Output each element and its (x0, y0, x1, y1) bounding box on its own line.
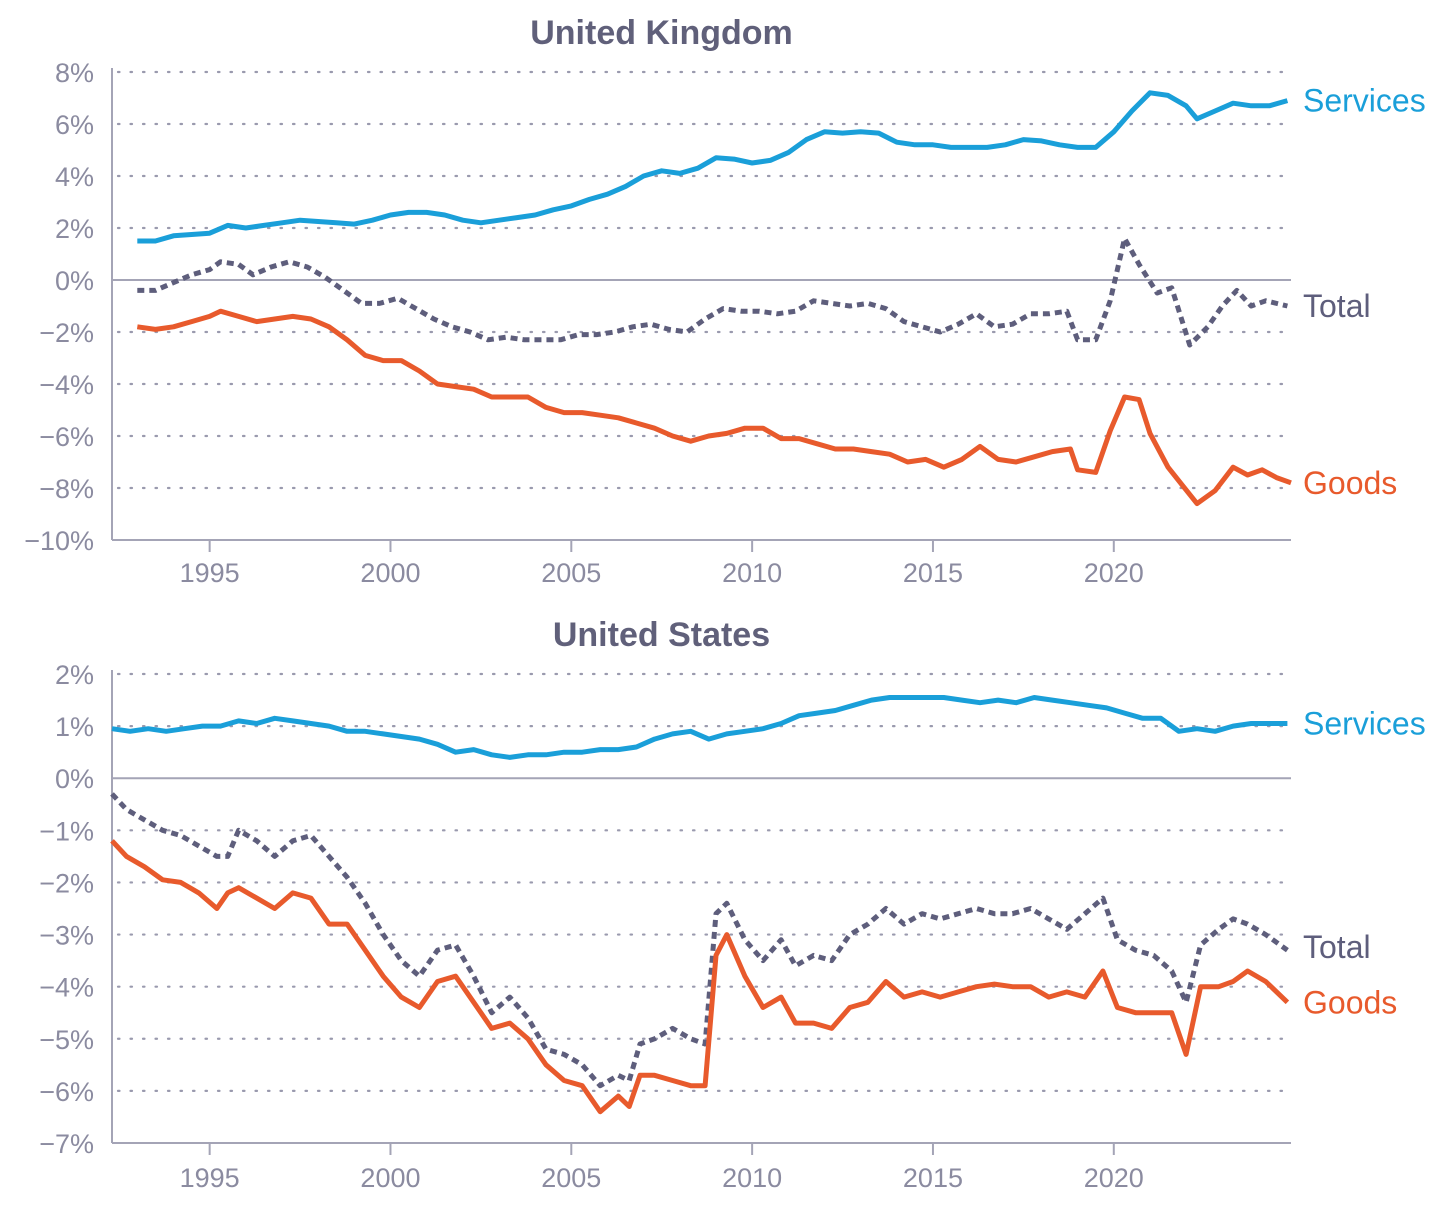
y-tick-label: −4% (39, 973, 94, 1003)
y-tick-label: 1% (55, 712, 94, 742)
series-line-total (137, 235, 1288, 348)
y-tick-label: −6% (39, 1077, 94, 1107)
series-label-total: Total (1303, 288, 1371, 324)
y-tick-label: −8% (39, 474, 94, 504)
x-tick-label: 1995 (180, 1163, 240, 1193)
y-tick-label: 2% (55, 214, 94, 244)
chart-title: United Kingdom (530, 14, 793, 52)
x-tick-label: 2015 (903, 558, 963, 588)
y-tick-label: −7% (39, 1129, 94, 1159)
y-tick-label: −6% (39, 422, 94, 452)
y-tick-label: −3% (39, 921, 94, 951)
y-tick-label: −5% (39, 1025, 94, 1055)
series-line-services (137, 90, 1289, 244)
series-line-goods (136, 308, 1292, 507)
series-line-total (110, 792, 1289, 1089)
series-line-services (111, 695, 1288, 760)
y-tick-label: 0% (55, 266, 94, 296)
x-tick-label: 2000 (360, 1163, 420, 1193)
y-tick-label: −1% (39, 816, 94, 846)
chart-panel-1: United States 2% 1% 0% −1% −2% −3% −4% −5% −6% −7%… (39, 616, 1426, 1193)
y-tick-label: 2% (55, 660, 94, 690)
x-tick-label: 2020 (1084, 558, 1144, 588)
x-tick-label: 2005 (541, 558, 601, 588)
y-tick-label: −10% (24, 526, 94, 556)
x-tick-label: 2010 (722, 1163, 782, 1193)
chart-title: United States (553, 616, 770, 654)
series-label-services: Services (1303, 706, 1426, 742)
y-tick-label: −4% (39, 370, 94, 400)
x-tick-label: 2000 (360, 558, 420, 588)
y-tick-label: 0% (55, 764, 94, 794)
y-tick-label: 4% (55, 162, 94, 192)
y-tick-label: −2% (39, 868, 94, 898)
y-tick-label: 6% (55, 110, 94, 140)
x-tick-label: 2005 (541, 1163, 601, 1193)
series-label-total: Total (1303, 929, 1371, 965)
y-tick-label: −2% (39, 318, 94, 348)
x-tick-label: 2010 (722, 558, 782, 588)
chart-panel-0: United Kingdom 8% 6% 4% 2% 0% −2% −4% −6% −8% −10%… (24, 14, 1426, 588)
y-tick-label: 8% (55, 58, 94, 88)
x-tick-label: 2015 (903, 1163, 963, 1193)
x-tick-label: 1995 (180, 558, 240, 588)
series-label-goods: Goods (1303, 984, 1397, 1020)
series-label-services: Services (1303, 83, 1426, 119)
series-line-goods (110, 839, 1290, 1115)
x-tick-label: 2020 (1084, 1163, 1144, 1193)
series-label-goods: Goods (1303, 465, 1397, 501)
